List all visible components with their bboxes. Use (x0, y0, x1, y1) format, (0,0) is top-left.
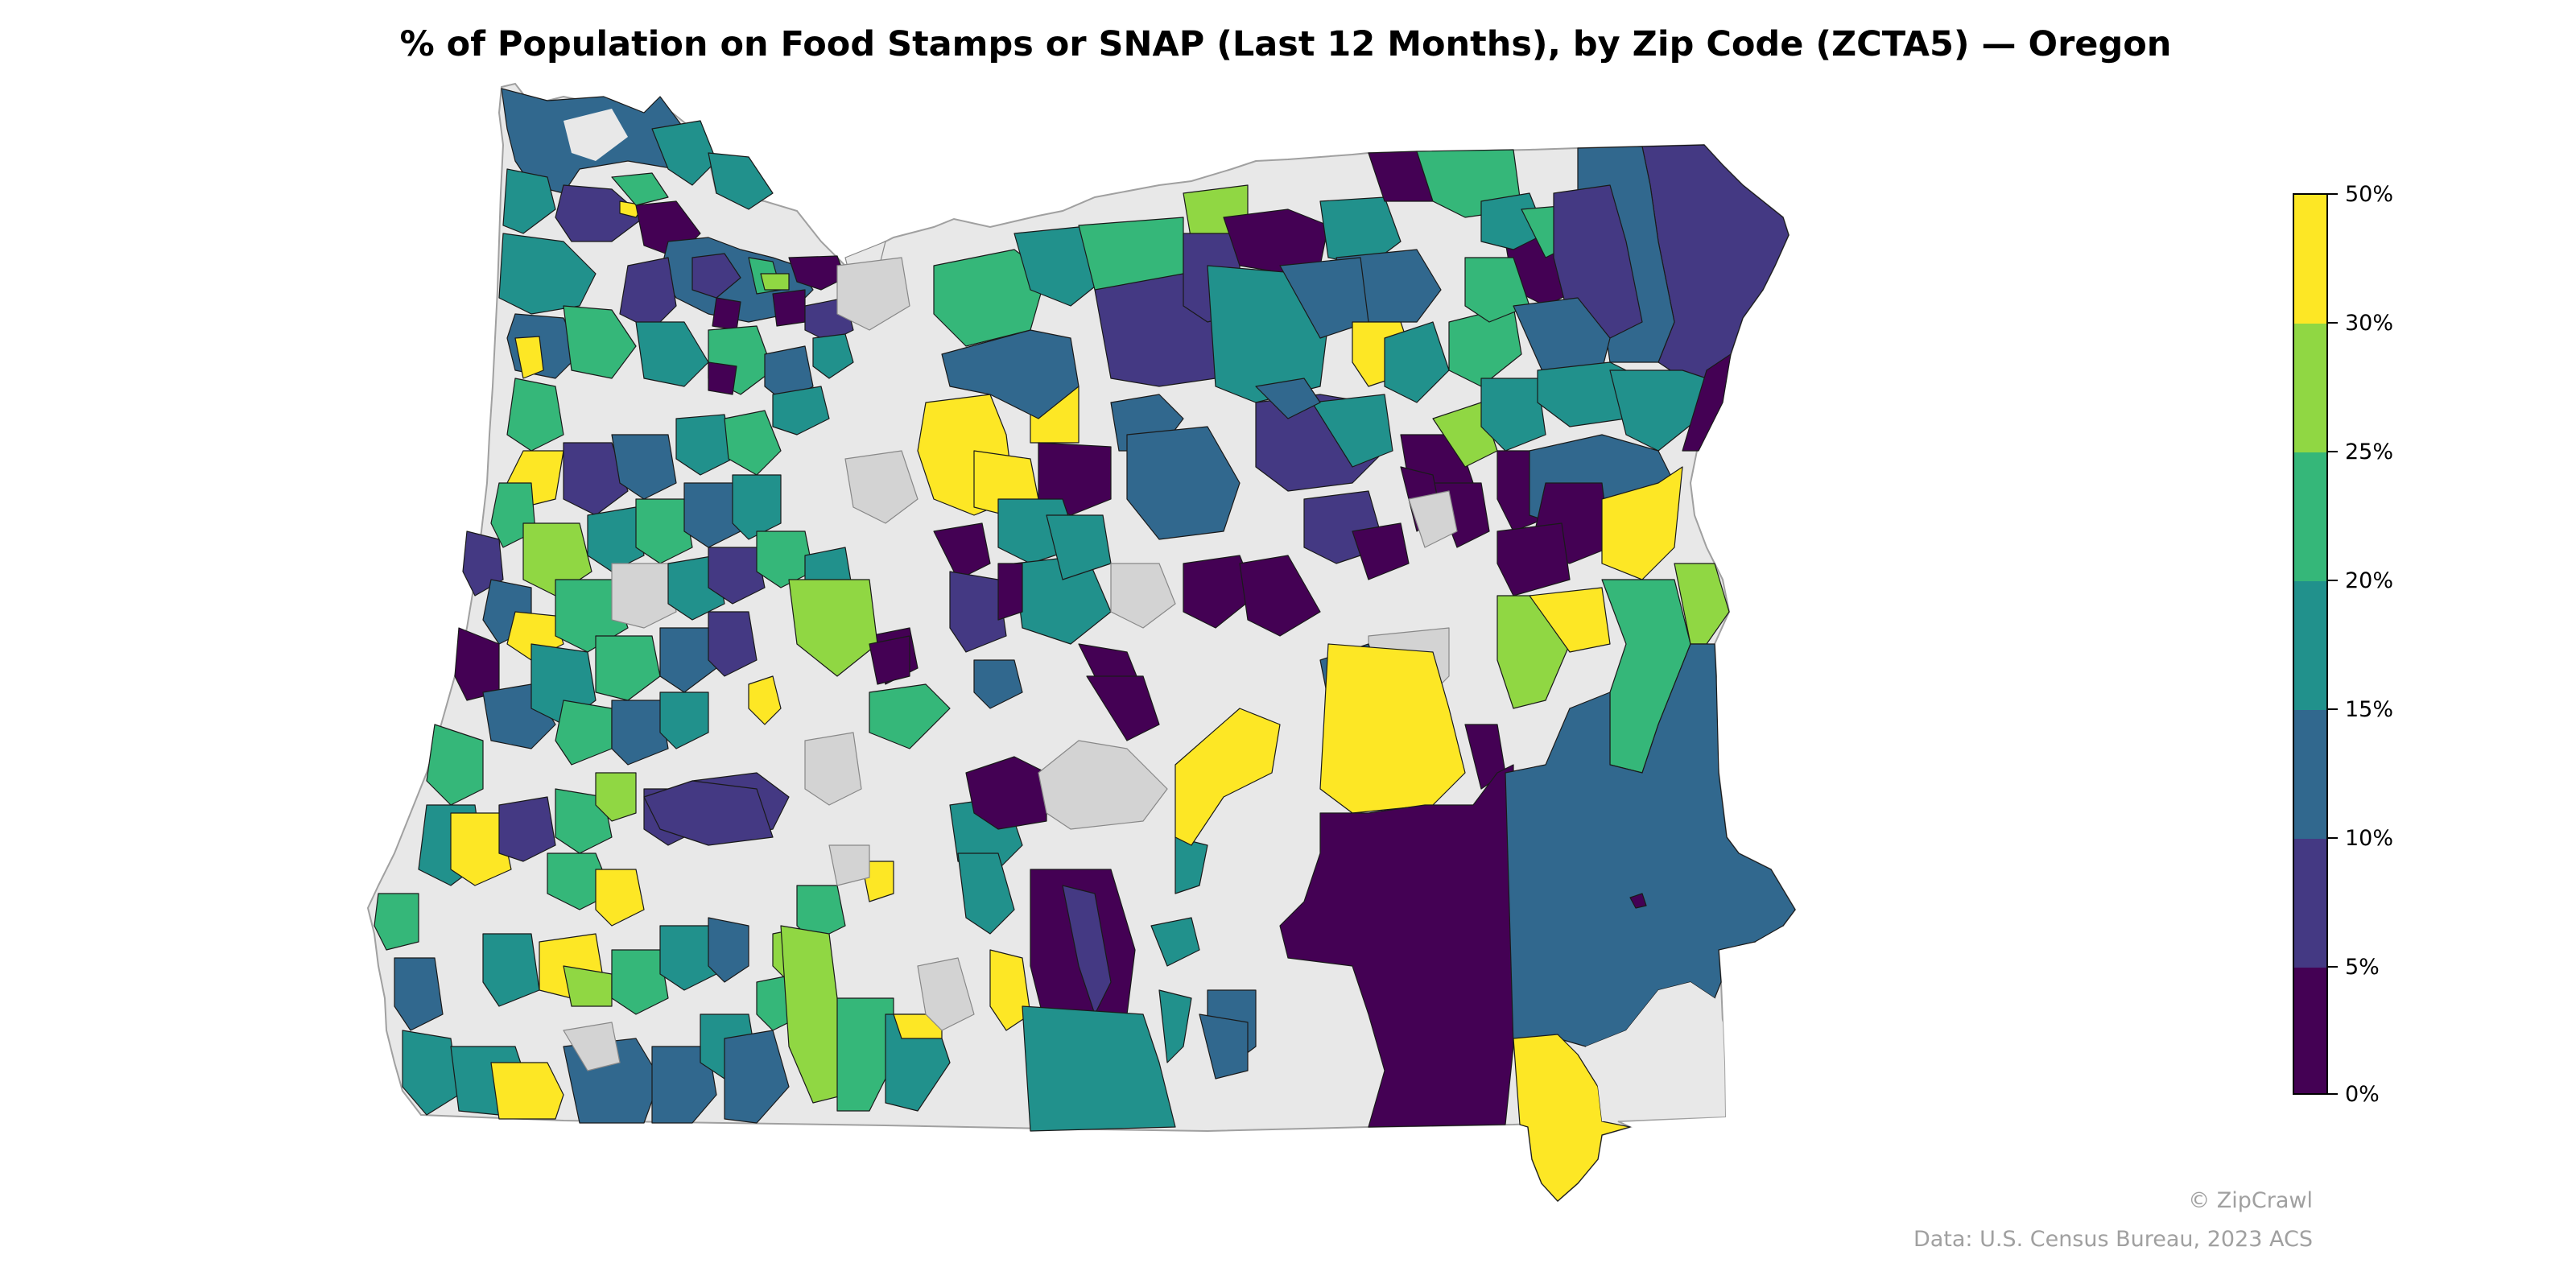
legend-bin-20-25 (2294, 452, 2326, 581)
colorbar-tick-label: 25% (2345, 440, 2394, 464)
copyright-credit: © ZipCrawl (2188, 1188, 2313, 1213)
colorbar-tick-label: 5% (2345, 955, 2380, 980)
colorbar-tick (2328, 837, 2338, 839)
colorbar-tick (2328, 322, 2338, 324)
colorbar-legend (2293, 193, 2328, 1095)
colorbar-tick-label: 0% (2345, 1082, 2380, 1107)
colorbar-tick (2328, 451, 2338, 452)
zcta-regions (374, 88, 1796, 1202)
legend-bin-25-30 (2294, 324, 2326, 452)
legend-bin-5-10 (2294, 839, 2326, 968)
colorbar-tick (2328, 966, 2338, 968)
legend-bin-15-20 (2294, 581, 2326, 710)
data-source-credit: Data: U.S. Census Bureau, 2023 ACS (1913, 1227, 2313, 1252)
legend-bin-0-5 (2294, 968, 2326, 1093)
chart-title: % of Population on Food Stamps or SNAP (… (399, 24, 2172, 64)
colorbar-tick-label: 10% (2345, 826, 2394, 851)
colorbar-tick (2328, 1093, 2338, 1095)
colorbar-tick (2328, 193, 2338, 195)
colorbar-tick-label: 50% (2345, 182, 2394, 207)
colorbar-tick (2328, 580, 2338, 581)
colorbar-tick-label: 20% (2345, 568, 2394, 593)
colorbar-tick-label: 15% (2345, 697, 2394, 722)
legend-bin-30-50 (2294, 195, 2326, 324)
colorbar-tick-label: 30% (2345, 311, 2394, 336)
legend-bin-10-15 (2294, 710, 2326, 839)
colorbar-tick (2328, 708, 2338, 710)
